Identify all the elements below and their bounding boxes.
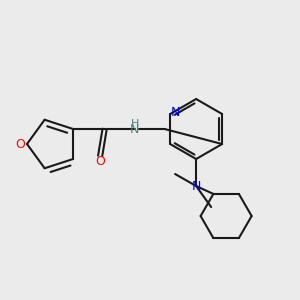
- Text: N: N: [171, 106, 180, 119]
- Text: O: O: [95, 155, 105, 168]
- Text: N: N: [191, 179, 201, 193]
- Text: O: O: [16, 137, 25, 151]
- Text: H: H: [130, 118, 139, 129]
- Text: N: N: [130, 122, 139, 136]
